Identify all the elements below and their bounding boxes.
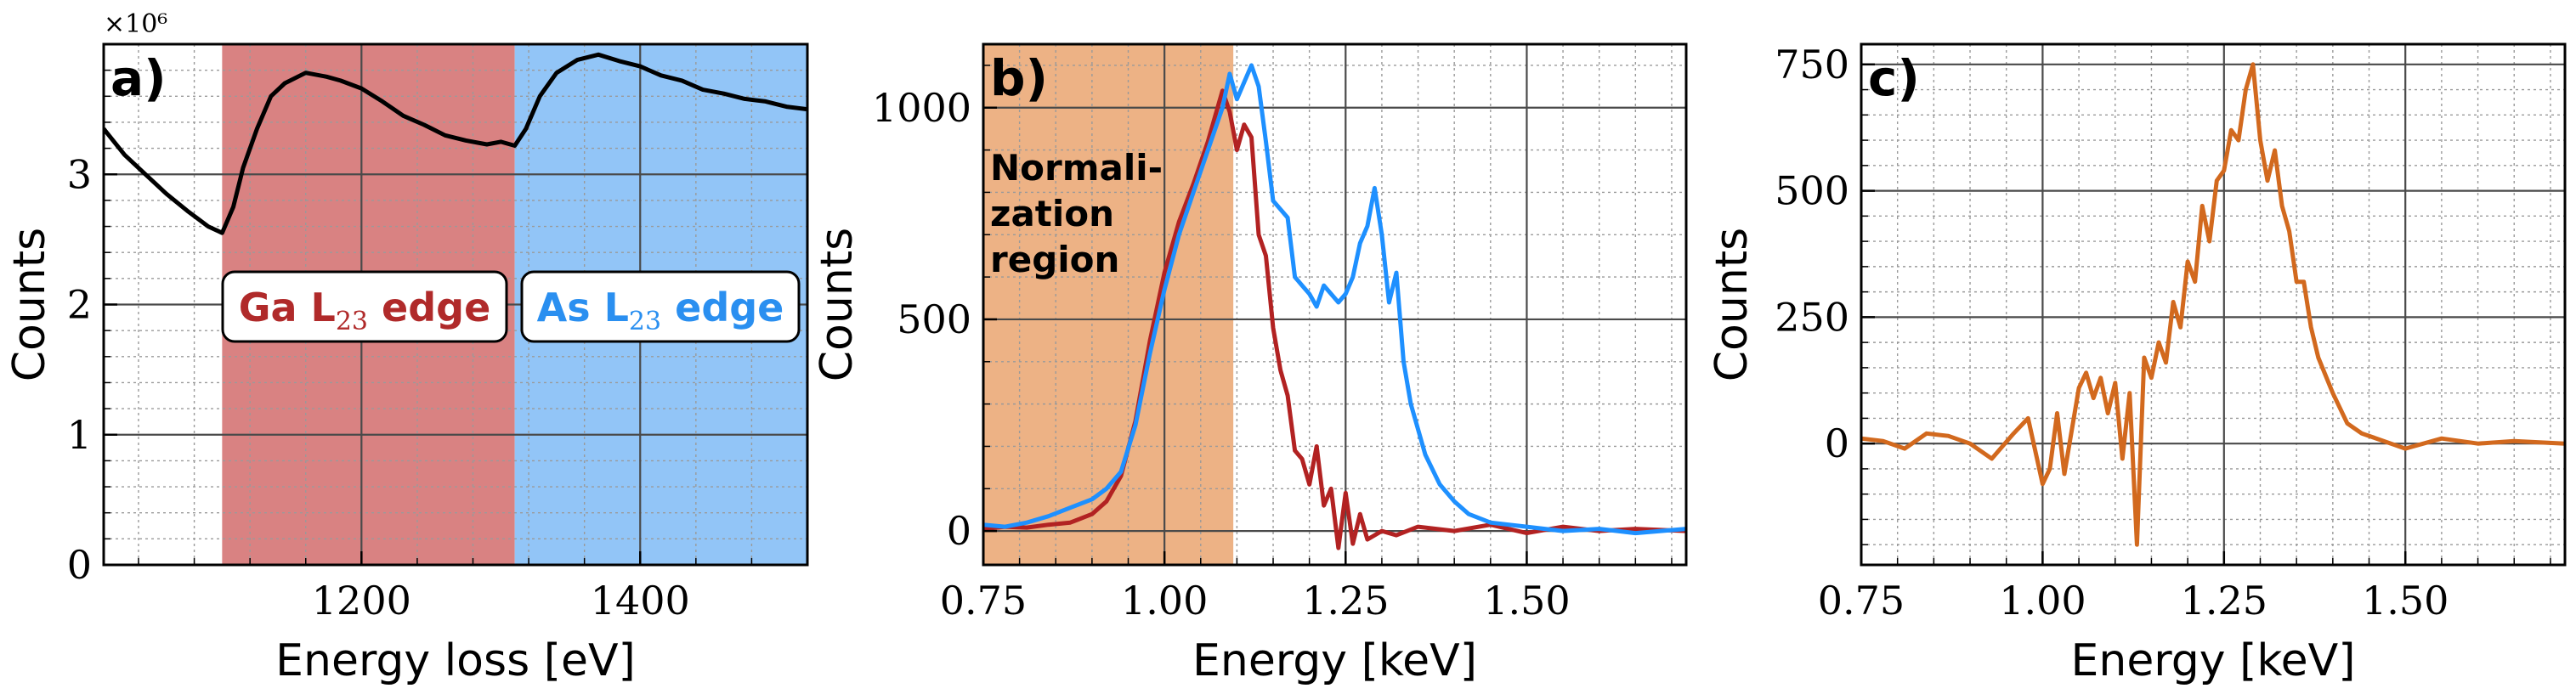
panel-c: 0.75 1.00 1.25 1.50 0 250 500 750 Energy [keV] Co… [1707, 42, 2567, 686]
edge-label-part: 23 [629, 307, 661, 336]
y-tick-label: 0 [1825, 420, 1849, 466]
space [591, 285, 604, 330]
x-tick-label: 0.75 [940, 578, 1027, 623]
x-tick-label: 1.50 [1483, 578, 1570, 623]
y-tick-label: 1 [67, 412, 92, 458]
space [368, 285, 382, 330]
x-tick-label: 1.00 [1121, 578, 1208, 623]
edge-label-part: 23 [336, 307, 368, 336]
x-axis-label: Energy [keV] [2071, 635, 2356, 686]
edge-label-part: L [311, 285, 336, 330]
x-axis-label: Energy loss [eV] [275, 635, 636, 686]
edge-label-as: As L23 edge [520, 270, 801, 343]
y-scale-label: ×10⁶ [104, 9, 167, 39]
series-line-1 [104, 52, 807, 235]
y-tick-label: 750 [1775, 42, 1849, 87]
y-tick-label: 1000 [872, 85, 971, 131]
plot-frame [982, 42, 1688, 567]
y-tick-label: 0 [947, 508, 971, 554]
normalization-note-line: Normali- [990, 147, 1163, 189]
region-0 [983, 44, 1234, 565]
y-tick-label: 3 [67, 151, 92, 197]
edge-label-text: Ga L23 edge [239, 285, 491, 336]
panel-label: c) [1868, 49, 1920, 107]
y-axis-label: Counts [812, 228, 863, 382]
space [297, 285, 311, 330]
series-line-1 [1861, 62, 2565, 547]
space [661, 285, 675, 330]
edge-label-part: edge [382, 285, 490, 330]
edge-label-part: L [604, 285, 629, 330]
x-tick-label: 1.00 [1999, 578, 2086, 623]
x-tick-label: 1200 [312, 578, 411, 623]
y-tick-label: 250 [1775, 294, 1849, 340]
y-axis-label: Counts [4, 228, 55, 382]
normalization-note-line: zation [990, 193, 1114, 234]
x-tick-label: 1.25 [1302, 578, 1389, 623]
panel-label: b) [990, 49, 1048, 107]
normalization-note-line: region [990, 239, 1119, 280]
edge-label-part: edge [675, 285, 784, 330]
x-tick-label: 1.25 [2181, 578, 2267, 623]
plot-frame [1860, 42, 2567, 567]
panel-label: a) [110, 49, 167, 107]
y-axis-label: Counts [1707, 228, 1758, 382]
edge-label-text: As L23 edge [537, 285, 784, 336]
edge-label-part: As [537, 285, 591, 330]
y-tick-label: 500 [897, 296, 971, 342]
edge-label-ga: Ga L23 edge [221, 270, 508, 343]
panel-b: 0.75 1.00 1.25 1.50 0 500 1000 Energy [keV] Coun… [812, 42, 1688, 686]
x-tick-label: 1.50 [2362, 578, 2449, 623]
x-tick-label: 0.75 [1818, 578, 1905, 623]
edge-label-part: Ga [239, 285, 297, 330]
y-tick-label: 500 [1775, 168, 1849, 214]
y-tick-label: 2 [67, 282, 92, 328]
series-line-2 [983, 63, 1686, 536]
x-axis-label: Energy [keV] [1192, 635, 1477, 686]
edge-label-box [221, 270, 508, 343]
y-tick-label: 0 [67, 542, 92, 588]
x-tick-label: 1400 [591, 578, 690, 623]
edge-label-box [520, 270, 801, 343]
